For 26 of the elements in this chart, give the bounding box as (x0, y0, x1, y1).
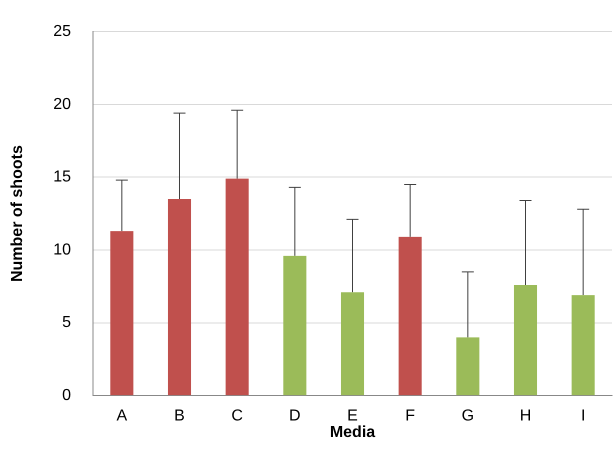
x-tick-label: H (520, 408, 532, 425)
y-tick-label: 20 (53, 96, 72, 113)
y-tick-label: 0 (62, 387, 72, 404)
y-axis-title: Number of shoots (9, 145, 26, 282)
x-tick-label: A (116, 408, 128, 425)
x-tick-label: E (347, 408, 358, 425)
bar (226, 178, 249, 396)
x-tick-label: D (289, 408, 301, 425)
x-tick-label: B (174, 408, 185, 425)
bar (340, 292, 364, 396)
bar (572, 295, 595, 396)
bar (110, 231, 134, 396)
x-axis-title: Media (330, 424, 376, 441)
y-tick-label: 10 (53, 241, 72, 258)
y-tick-label: 5 (62, 314, 72, 332)
y-tick-label: 15 (53, 168, 72, 186)
bar (283, 256, 306, 396)
x-tick-label: I (580, 408, 586, 425)
bar (398, 236, 422, 396)
x-tick-label: G (462, 408, 474, 425)
x-tick-label: F (405, 408, 416, 425)
y-tick-label: 25 (53, 23, 72, 40)
bar (456, 337, 480, 396)
bar (514, 284, 538, 396)
x-tick-label: C (231, 408, 243, 425)
bar (168, 199, 192, 396)
